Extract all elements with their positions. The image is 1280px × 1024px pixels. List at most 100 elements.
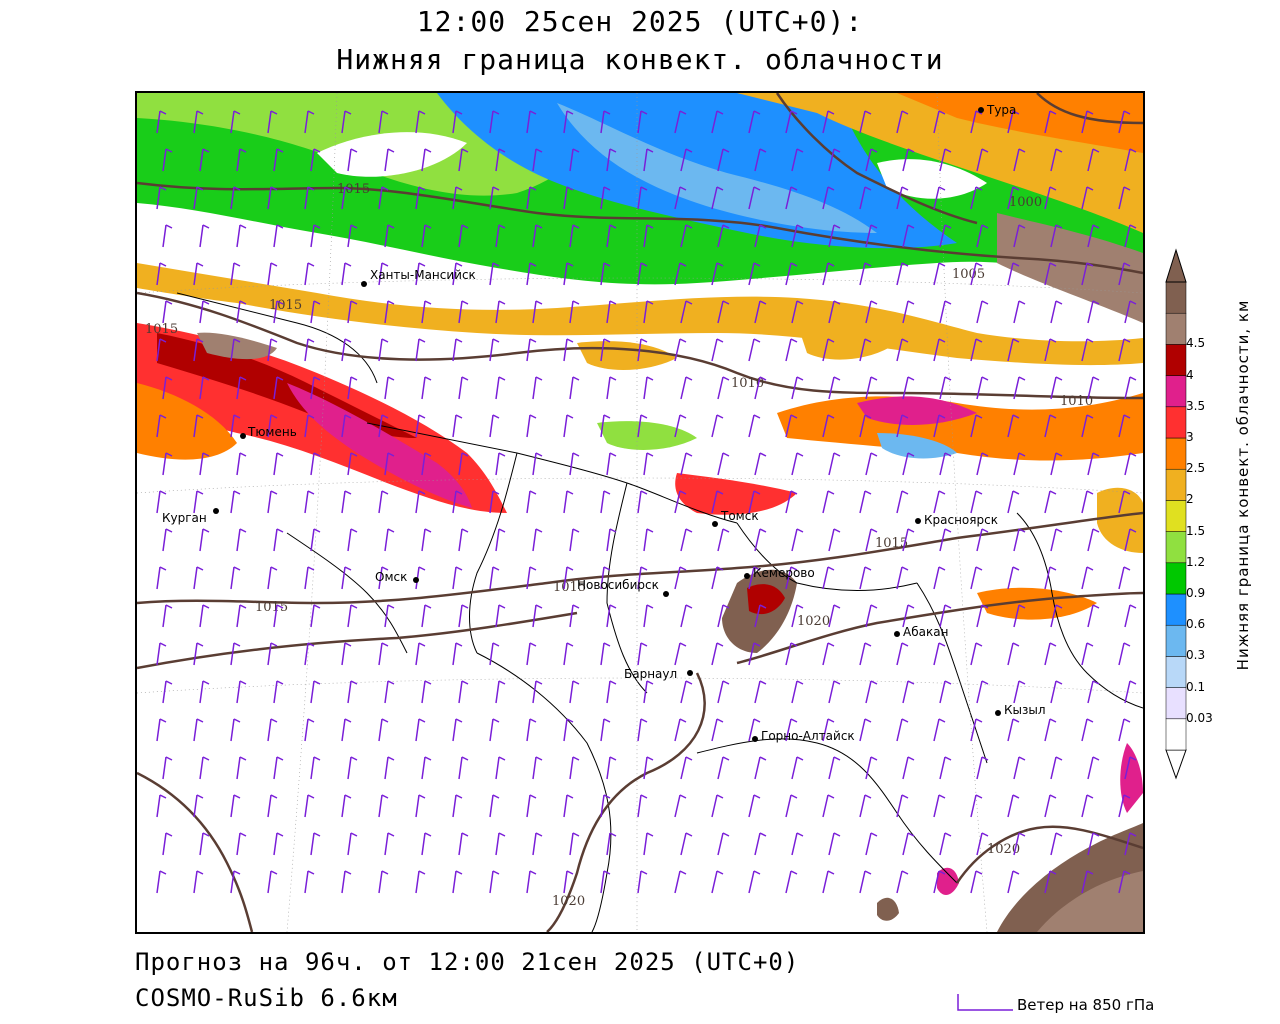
wind-barb [421, 224, 432, 248]
wind-barb [748, 642, 761, 666]
wind-barb [199, 452, 210, 476]
wind-barb [1007, 490, 1020, 514]
wind-barb [563, 718, 574, 742]
wind-barb [421, 680, 432, 704]
legend-tick-label: 4 [1186, 367, 1194, 382]
legend-tick-label: 0.03 [1186, 710, 1213, 725]
isobar-label: 1015 [553, 580, 586, 595]
wind-barb [643, 224, 654, 248]
wind-barb [347, 224, 358, 248]
wind-barb [822, 414, 835, 438]
legend-swatch [1165, 281, 1187, 314]
wind-barb [495, 604, 506, 628]
city-omsk[interactable]: Омск [375, 570, 419, 584]
wind-barb [754, 300, 767, 324]
wind-barb [1124, 604, 1137, 628]
weather-map[interactable]: 1015 1015 1015 1015 1015 1000 1005 1010 … [135, 91, 1145, 934]
wind-barb [230, 414, 241, 438]
wind-barb [600, 718, 611, 742]
wind-barb [193, 566, 204, 590]
wind-barb [199, 300, 210, 324]
wind-barb [1013, 452, 1026, 476]
wind-barb [637, 566, 648, 590]
wind-barb [748, 414, 761, 438]
wind-barb [674, 338, 687, 362]
city-tura[interactable]: Тура [978, 103, 1016, 117]
wind-barb [680, 680, 693, 704]
wind-barb [156, 338, 167, 362]
city-kemerovo[interactable]: Кемерово [744, 566, 815, 580]
wind-barb [643, 300, 654, 324]
wind-barb [1118, 794, 1131, 818]
wind-barb [384, 300, 395, 324]
city-tyumen[interactable]: Тюмень [240, 425, 297, 439]
wind-barb [933, 642, 946, 666]
wind-barb [341, 414, 352, 438]
city-khanty-mansiysk[interactable]: Ханты-Мансийск [361, 268, 476, 287]
wind-barb [902, 604, 915, 628]
wind-barb [1013, 604, 1026, 628]
legend-swatch [1165, 437, 1187, 470]
wind-barb [674, 642, 687, 666]
city-novosibirsk[interactable]: Новосибирск [577, 578, 669, 597]
wind-barb [452, 414, 463, 438]
wind-barb [1044, 338, 1057, 362]
wind-barb [569, 148, 580, 172]
wind-barb [902, 452, 915, 476]
wind-barb [970, 186, 983, 210]
wind-barb [785, 110, 798, 134]
city-tomsk[interactable]: Томск [712, 509, 759, 527]
wind-barb [939, 832, 952, 856]
wind-barb [643, 832, 654, 856]
wind-barb [637, 186, 648, 210]
wind-barb [1124, 528, 1137, 552]
wind-barb [489, 794, 500, 818]
wind-barb [822, 870, 835, 894]
wind-barb [939, 756, 952, 780]
wind-legend-icon [957, 994, 1013, 1011]
wind-barb [347, 452, 358, 476]
legend-swatch [1165, 593, 1187, 626]
wind-barb [489, 566, 500, 590]
wind-barb [791, 680, 804, 704]
city-abakan[interactable]: Абакан [894, 625, 948, 639]
wind-barb [415, 262, 426, 286]
wind-barb [896, 718, 909, 742]
wind-barb [495, 680, 506, 704]
wind-barb [822, 186, 835, 210]
wind-barb [748, 870, 761, 894]
wind-barb [236, 832, 247, 856]
wind-barb [1044, 414, 1057, 438]
wind-barb [1044, 110, 1057, 134]
city-label: Тура [986, 103, 1016, 117]
wind-barb [637, 870, 648, 894]
wind-barb [267, 870, 278, 894]
city-kurgan[interactable]: Курган [162, 508, 219, 525]
city-kyzyl[interactable]: Кызыл [995, 703, 1046, 717]
wind-barb [754, 148, 767, 172]
wind-barb [606, 528, 617, 552]
wind-barb [1007, 110, 1020, 134]
wind-barb [563, 794, 574, 818]
city-barnaul[interactable]: Барнаул [624, 667, 693, 681]
wind-barb [458, 528, 469, 552]
wind-barb [526, 870, 537, 894]
wind-barb [680, 224, 693, 248]
wind-barb [341, 870, 352, 894]
wind-barb [569, 756, 580, 780]
legend-swatch [1165, 624, 1187, 657]
wind-barb [680, 832, 693, 856]
wind-barb [865, 756, 878, 780]
wind-barb [569, 680, 580, 704]
wind-barb [828, 756, 841, 780]
wind-barb [273, 300, 284, 324]
wind-barb [1118, 642, 1131, 666]
city-gorno-altaysk[interactable]: Горно-Алтайск [752, 729, 855, 743]
wind-barb [193, 186, 204, 210]
wind-barb [341, 338, 352, 362]
wind-barb [156, 490, 167, 514]
wind-barb [976, 452, 989, 476]
wind-barb [532, 528, 543, 552]
wind-barb [230, 566, 241, 590]
city-krasnoyarsk[interactable]: Красноярск [915, 513, 998, 527]
